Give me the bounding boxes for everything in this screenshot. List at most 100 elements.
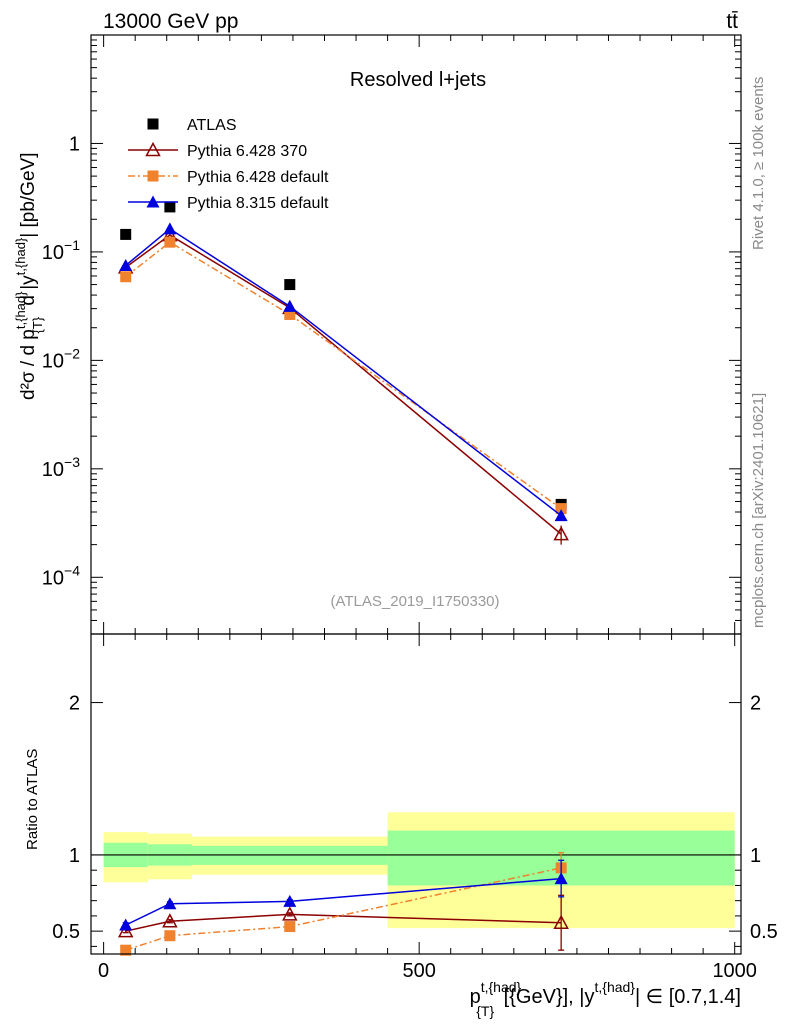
main-y-tick-label: 10−3 — [42, 454, 80, 481]
data-point — [554, 509, 568, 522]
main-y-tick-label: 1 — [69, 133, 80, 155]
series-pythia-6-428-370 — [117, 226, 569, 545]
data-point — [120, 271, 132, 283]
main-panel: 110−110−210−310−4 Resolved l+jets (ATLAS… — [13, 34, 742, 635]
process-label: tt̄ — [726, 10, 738, 33]
tick-exponent: −2 — [64, 345, 80, 361]
ratio-y-tick-label-right: 2 — [750, 693, 761, 715]
legend: ATLAS Pythia 6.428 370 Pythia 6.428 defaul… — [128, 117, 329, 212]
energy-label: 13000 GeV pp — [103, 10, 238, 33]
legend-item-pythia-8-315-default: Pythia 8.315 default — [128, 195, 329, 212]
legend-item-pythia-6-428-370: Pythia 6.428 370 — [128, 141, 307, 160]
ratio-point — [283, 894, 297, 907]
main-y-tick-labels: 110−110−210−310−4 — [42, 133, 80, 589]
tick-exponent: −3 — [64, 454, 80, 470]
tick-base: 10 — [42, 567, 64, 589]
x-tick-label: 500 — [402, 960, 435, 982]
ratio-y-tick-label-left: 0.5 — [52, 921, 80, 943]
series-line — [125, 234, 562, 535]
ratio-line — [125, 867, 562, 951]
ratio-y-tick-label-right: 1 — [750, 845, 761, 867]
ratio-point — [117, 923, 134, 938]
legend-label: ATLAS — [187, 117, 237, 134]
main-axis-ticks — [91, 35, 741, 635]
legend-marker — [146, 195, 160, 208]
series-pythia-8-315-default — [119, 222, 568, 522]
ylabel-sup-1: t,{had} — [13, 291, 28, 329]
ratio-point — [164, 930, 176, 942]
analysis-label: (ATLAS_2019_I1750330) — [330, 593, 499, 610]
ratio-uncertainty-bands — [103, 812, 735, 929]
x-axis-label: pt,{had} {T} [{GeV}], |yt,{had}| ∈ [0.7,1… — [470, 979, 741, 1019]
ylabel-units: | [pb/GeV] — [18, 153, 39, 238]
ratio-point — [163, 897, 177, 910]
ratio-axis-ticks — [91, 634, 741, 954]
data-point — [283, 299, 297, 312]
main-series-group — [117, 201, 569, 545]
legend-label: Pythia 6.428 370 — [187, 143, 307, 160]
ratio-point — [554, 872, 568, 885]
ratio-point — [282, 906, 298, 921]
ratio-point — [553, 914, 569, 930]
ratio-point — [119, 918, 133, 931]
xlabel-p: p — [470, 986, 481, 1008]
ratio-line — [125, 877, 562, 926]
ratio-tick-labels: 0.5 0.5 1 1 2 2 0 500 1000 — [52, 693, 778, 982]
main-y-axis-label: d²σ / d pt,{had} {T} d |yt,{had}| [pb/GeV… — [13, 153, 45, 400]
legend-marker — [145, 141, 161, 157]
ratio-panel-frame — [90, 633, 742, 955]
data-point — [164, 201, 176, 213]
data-point — [120, 228, 132, 240]
legend-marker — [147, 118, 159, 130]
main-y-tick-label: 10−4 — [42, 562, 80, 589]
main-y-tick-label: 10−2 — [42, 345, 80, 372]
ratio-series-group — [117, 852, 569, 956]
xlabel-range: | ∈ [0.7,1.4] — [635, 986, 741, 1008]
tick-exponent: −1 — [64, 237, 80, 253]
xlabel-sup-1: t,{had} — [481, 979, 522, 995]
ratio-point — [120, 944, 132, 956]
ratio-line — [125, 913, 562, 932]
ylabel-d2sigma: d²σ / d p — [18, 329, 39, 400]
series-pythia-6-428-default — [120, 236, 567, 515]
legend-marker — [147, 170, 159, 182]
tick-base: 10 — [42, 242, 64, 264]
x-tick-label: 0 — [98, 960, 109, 982]
ratio-y-tick-label-left: 1 — [69, 845, 80, 867]
xlabel-sub-T: {T} — [476, 1003, 494, 1019]
tick-base: 10 — [42, 459, 64, 481]
data-point — [555, 503, 567, 515]
panel-title: Resolved l+jets — [350, 69, 486, 91]
rivet-version-label: Rivet 4.1.0, ≥ 100k events — [750, 77, 767, 250]
tick-exponent: −4 — [64, 562, 80, 578]
ratio-series-pythia-6-428-370 — [117, 894, 569, 951]
ratio-y-tick-label-left: 2 — [69, 693, 80, 715]
series-line — [125, 227, 562, 517]
data-point — [164, 236, 176, 248]
legend-label: Pythia 8.315 default — [187, 195, 329, 212]
x-tick-label: 1000 — [712, 960, 757, 982]
legend-item-atlas: ATLAS — [147, 117, 237, 134]
series-line — [125, 241, 562, 510]
data-point — [119, 258, 133, 271]
tick-base: 10 — [42, 350, 64, 372]
ratio-series-pythia-8-315-default — [119, 859, 568, 931]
ratio-point — [284, 921, 296, 933]
legend-label: Pythia 6.428 default — [187, 169, 329, 186]
data-point — [284, 308, 296, 320]
xlabel-sup-2: t,{had} — [594, 979, 635, 995]
data-point — [163, 222, 177, 235]
ratio-point — [162, 913, 178, 928]
ylabel-sup-2: t,{had} — [13, 237, 28, 275]
data-point — [553, 526, 569, 541]
ratio-y-tick-label-right: 0.5 — [750, 921, 778, 943]
ylabel-mid: d |y — [18, 275, 39, 311]
mcplots-label: mcplots.cern.ch [arXiv:2401.10621] — [750, 393, 767, 628]
data-point — [284, 279, 296, 291]
main-y-tick-label: 10−1 — [42, 237, 80, 264]
ratio-panel: 0.5 0.51 12 20 500 1000 Ratio to ATLAS pt,{ha… — [24, 633, 778, 1019]
legend-item-pythia-6-428-default: Pythia 6.428 default — [128, 169, 329, 186]
xlabel-mid: [{GeV}], |y — [498, 986, 594, 1008]
ylabel-sub-T: {T} — [30, 316, 45, 333]
